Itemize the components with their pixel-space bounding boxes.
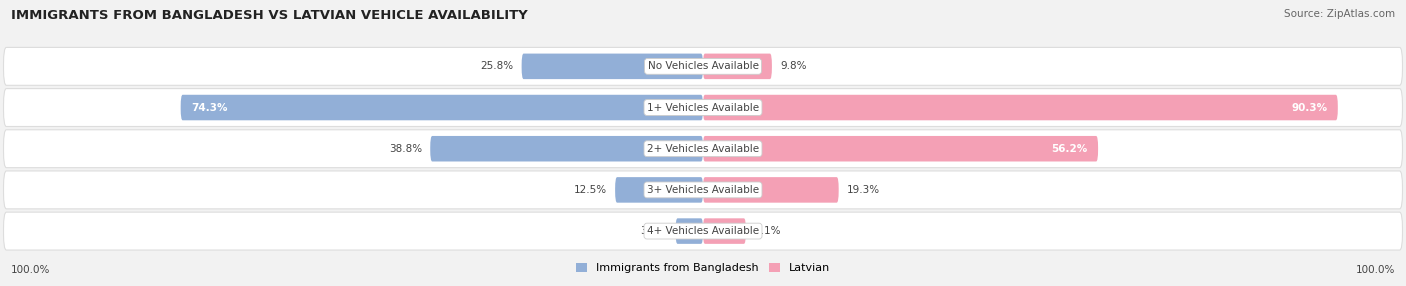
FancyBboxPatch shape [181, 95, 703, 120]
Text: 100.0%: 100.0% [1355, 265, 1395, 275]
Text: IMMIGRANTS FROM BANGLADESH VS LATVIAN VEHICLE AVAILABILITY: IMMIGRANTS FROM BANGLADESH VS LATVIAN VE… [11, 9, 529, 21]
FancyBboxPatch shape [3, 171, 1403, 209]
FancyBboxPatch shape [703, 177, 838, 203]
FancyBboxPatch shape [430, 136, 703, 162]
FancyBboxPatch shape [3, 130, 1403, 168]
Legend: Immigrants from Bangladesh, Latvian: Immigrants from Bangladesh, Latvian [571, 259, 835, 278]
FancyBboxPatch shape [3, 212, 1403, 250]
FancyBboxPatch shape [522, 53, 703, 79]
Text: 74.3%: 74.3% [191, 103, 228, 112]
Text: 25.8%: 25.8% [479, 61, 513, 71]
Text: 19.3%: 19.3% [846, 185, 880, 195]
FancyBboxPatch shape [703, 136, 1098, 162]
FancyBboxPatch shape [703, 53, 772, 79]
Text: 1+ Vehicles Available: 1+ Vehicles Available [647, 103, 759, 112]
Text: 100.0%: 100.0% [11, 265, 51, 275]
Text: 12.5%: 12.5% [574, 185, 607, 195]
Text: No Vehicles Available: No Vehicles Available [648, 61, 758, 71]
Text: 3.9%: 3.9% [641, 226, 666, 236]
Text: 4+ Vehicles Available: 4+ Vehicles Available [647, 226, 759, 236]
Text: 6.1%: 6.1% [754, 226, 780, 236]
FancyBboxPatch shape [3, 89, 1403, 126]
FancyBboxPatch shape [703, 218, 747, 244]
FancyBboxPatch shape [703, 95, 1339, 120]
Text: 9.8%: 9.8% [780, 61, 807, 71]
FancyBboxPatch shape [3, 47, 1403, 85]
Text: 56.2%: 56.2% [1052, 144, 1088, 154]
FancyBboxPatch shape [616, 177, 703, 203]
FancyBboxPatch shape [675, 218, 703, 244]
Text: 3+ Vehicles Available: 3+ Vehicles Available [647, 185, 759, 195]
Text: 38.8%: 38.8% [388, 144, 422, 154]
Text: 90.3%: 90.3% [1291, 103, 1327, 112]
Text: Source: ZipAtlas.com: Source: ZipAtlas.com [1284, 9, 1395, 19]
Text: 2+ Vehicles Available: 2+ Vehicles Available [647, 144, 759, 154]
